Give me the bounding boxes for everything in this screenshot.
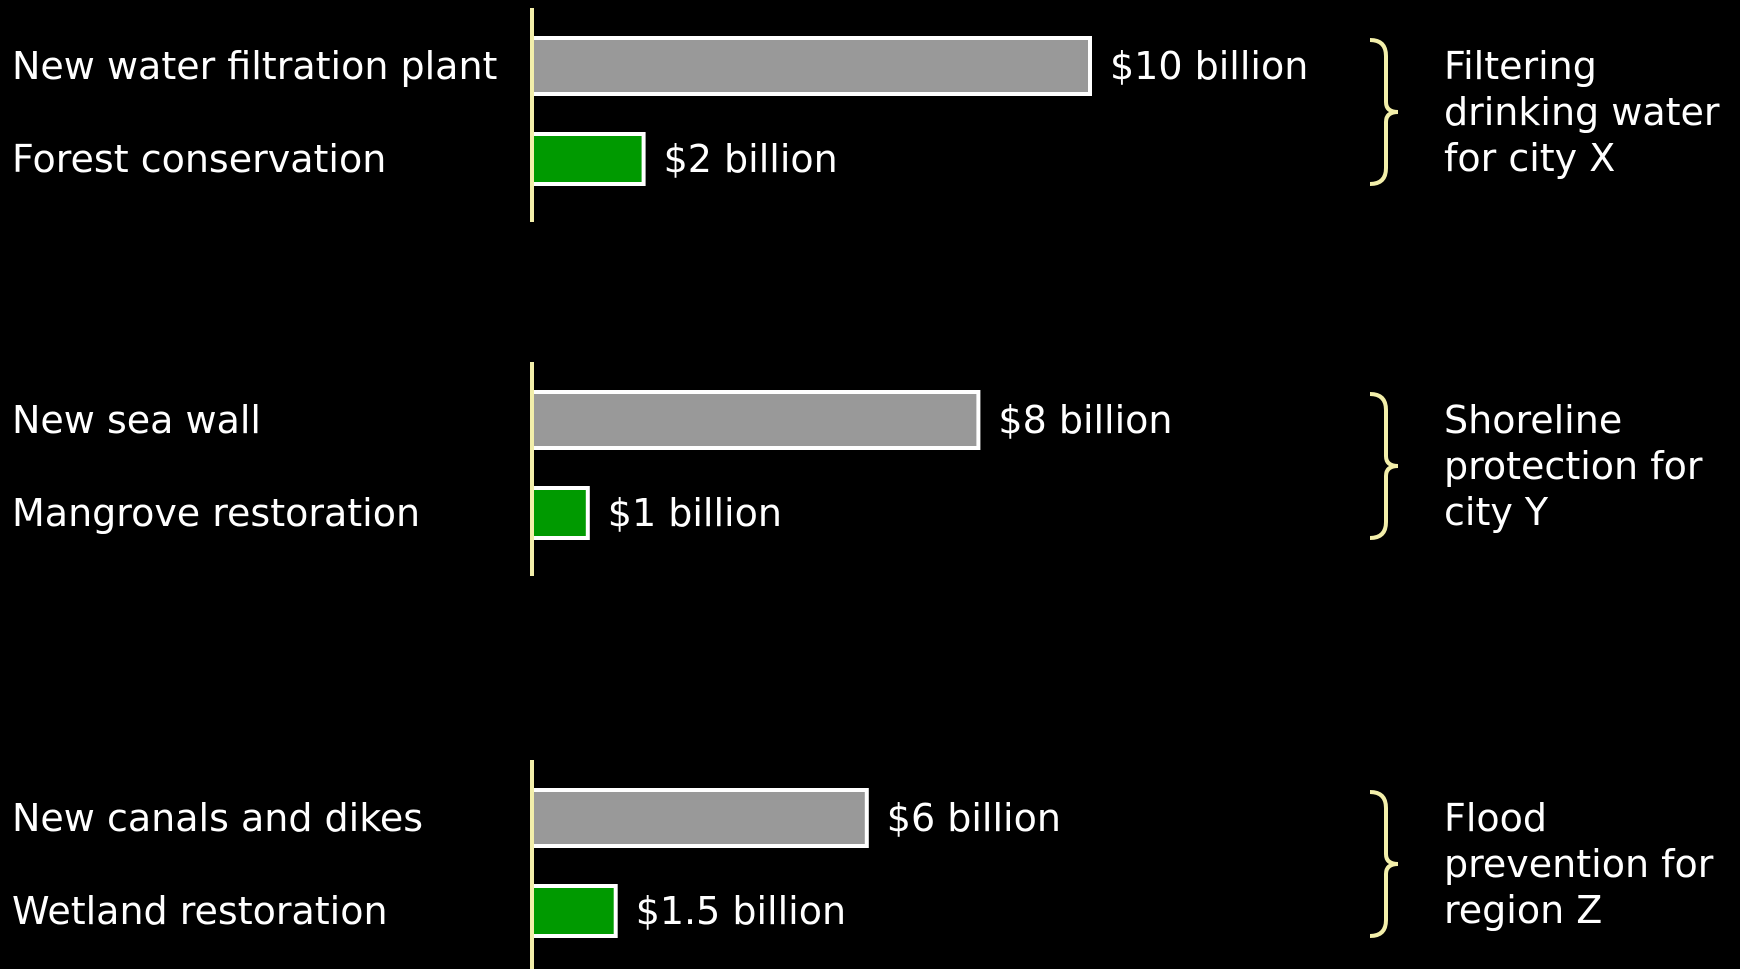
bar	[530, 132, 646, 186]
group-label: for city X	[1444, 136, 1615, 180]
value-label: $10 billion	[1110, 44, 1308, 88]
group-label: Shoreline	[1444, 398, 1622, 442]
category-label: New sea wall	[12, 398, 261, 442]
value-label: $8 billion	[998, 398, 1172, 442]
category-label: New canals and dikes	[12, 796, 423, 840]
category-label: Mangrove restoration	[12, 491, 420, 535]
bar-group: New canals and dikes $6 billion Wetland re…	[12, 760, 1714, 969]
value-label: $2 billion	[664, 137, 838, 181]
bar-group: New water filtration plant $10 billion For…	[12, 8, 1720, 222]
bar	[530, 884, 618, 938]
group-label: drinking water	[1444, 90, 1720, 134]
group-label: protection for	[1444, 444, 1703, 488]
group-label: Filtering	[1444, 44, 1597, 88]
group-brace	[1369, 38, 1399, 186]
bar	[530, 36, 1092, 96]
group-label: prevention for	[1444, 842, 1714, 886]
group-label: city Y	[1444, 490, 1549, 534]
value-label: $6 billion	[887, 796, 1061, 840]
bar	[530, 788, 869, 848]
category-label: New water filtration plant	[12, 44, 497, 88]
value-label: $1 billion	[608, 491, 782, 535]
group-label: Flood	[1444, 796, 1547, 840]
group-label: region Z	[1444, 888, 1602, 932]
value-label: $1.5 billion	[636, 889, 846, 933]
bar	[530, 486, 590, 540]
bar-groups: New water filtration plant $10 billion For…	[12, 8, 1720, 969]
group-brace	[1369, 790, 1399, 938]
group-brace	[1369, 392, 1399, 540]
category-label: Wetland restoration	[12, 889, 388, 933]
bar-group: New sea wall $8 billion Mangrove restorati…	[12, 362, 1703, 576]
category-label: Forest conservation	[12, 137, 386, 181]
bar	[530, 390, 981, 450]
